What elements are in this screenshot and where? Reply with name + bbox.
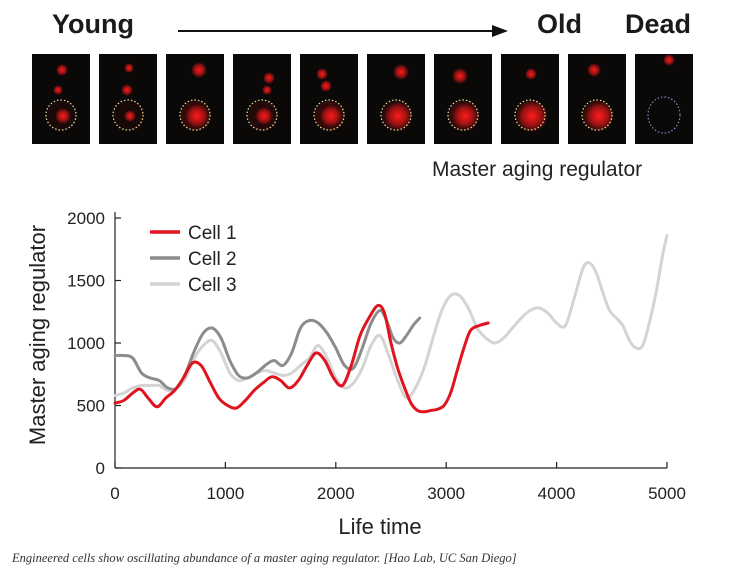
legend-label: Cell 1 — [188, 223, 237, 244]
old-label: Old — [537, 9, 582, 39]
chart-legend: Cell 1 Cell 2 Cell 3 — [150, 223, 237, 296]
legend-label: Cell 3 — [188, 275, 237, 296]
line-chart: 0 500 1000 1500 2000 0 1000 2000 3000 4000 5000 Ce… — [25, 209, 686, 539]
series-line-cell-1 — [113, 303, 490, 414]
chart-lines — [113, 234, 669, 414]
x-tick-label: 3000 — [427, 484, 465, 503]
micrograph-frame — [434, 54, 492, 144]
micrograph-frame — [300, 54, 358, 144]
young-label: Young — [52, 9, 134, 39]
x-axis-label: Life time — [338, 514, 421, 539]
series-line-cell-3 — [113, 234, 669, 400]
series-line-cell-2 — [113, 309, 422, 391]
y-tick-label: 1000 — [67, 334, 105, 353]
y-tick-label: 2000 — [67, 209, 105, 228]
micrograph-label: Master aging regulator — [432, 158, 643, 181]
micrograph-frame — [99, 54, 157, 144]
micrograph-frame — [233, 54, 291, 144]
chart-axes: 0 500 1000 1500 2000 0 1000 2000 3000 4000 5000 — [67, 209, 686, 503]
micrograph-strip — [32, 54, 693, 144]
micrograph-frame — [166, 54, 224, 144]
micrograph-frame — [367, 54, 425, 144]
y-tick-label: 500 — [77, 397, 105, 416]
y-tick-label: 1500 — [67, 272, 105, 291]
x-tick-label: 2000 — [317, 484, 355, 503]
x-tick-label: 4000 — [538, 484, 576, 503]
timeline-arrow — [178, 25, 508, 37]
figure-caption: Engineered cells show oscillating abunda… — [12, 551, 517, 565]
legend-label: Cell 2 — [188, 249, 237, 270]
x-tick-label: 0 — [110, 484, 119, 503]
x-tick-label: 5000 — [648, 484, 686, 503]
y-tick-label: 0 — [96, 459, 105, 478]
x-tick-label: 1000 — [206, 484, 244, 503]
y-axis-label: Master aging regulator — [25, 225, 50, 445]
micrograph-frame — [635, 54, 693, 144]
micrograph-frame — [32, 54, 90, 144]
dead-label: Dead — [625, 9, 692, 39]
micrograph-frame — [501, 54, 559, 144]
micrograph-frame — [568, 54, 626, 144]
